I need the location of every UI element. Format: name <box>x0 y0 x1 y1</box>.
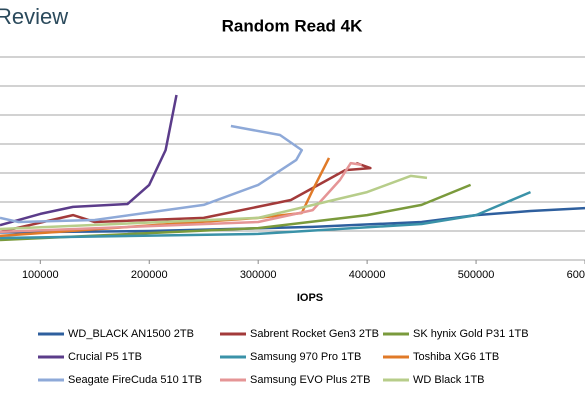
series-line <box>0 94 178 227</box>
x-tick-label: 300000 <box>240 269 277 281</box>
x-tick-label: 500000 <box>458 269 495 281</box>
legend-label: WD_BLACK AN1500 2TB <box>68 328 194 340</box>
series-line <box>0 174 428 231</box>
legend-label: SK hynix Gold P31 1TB <box>413 328 529 340</box>
series-line <box>0 124 304 224</box>
x-tick-label: 600000 <box>567 269 585 281</box>
series-line <box>0 161 372 234</box>
legend-label: Seagate FireCuda 510 1TB <box>68 374 202 386</box>
x-axis-label: IOPS <box>297 292 323 304</box>
legend-label: Crucial P5 1TB <box>68 351 142 363</box>
legend-label: Toshiba XG6 1TB <box>413 351 499 363</box>
legend-label: Samsung 970 Pro 1TB <box>250 351 361 363</box>
legend-label: Sabrent Rocket Gen3 2TB <box>250 328 379 340</box>
x-tick-label: 100000 <box>22 269 59 281</box>
series-line <box>0 161 362 234</box>
series-line <box>0 190 531 240</box>
series-line <box>0 206 585 234</box>
chart-title: Random Read 4K <box>222 16 363 35</box>
legend-label: WD Black 1TB <box>413 374 485 386</box>
x-tick-label: 400000 <box>349 269 386 281</box>
x-tick-label: 200000 <box>131 269 168 281</box>
series-line <box>0 183 472 242</box>
legend-label: Samsung EVO Plus 2TB <box>250 374 370 386</box>
brand-logo: Review <box>0 4 68 29</box>
